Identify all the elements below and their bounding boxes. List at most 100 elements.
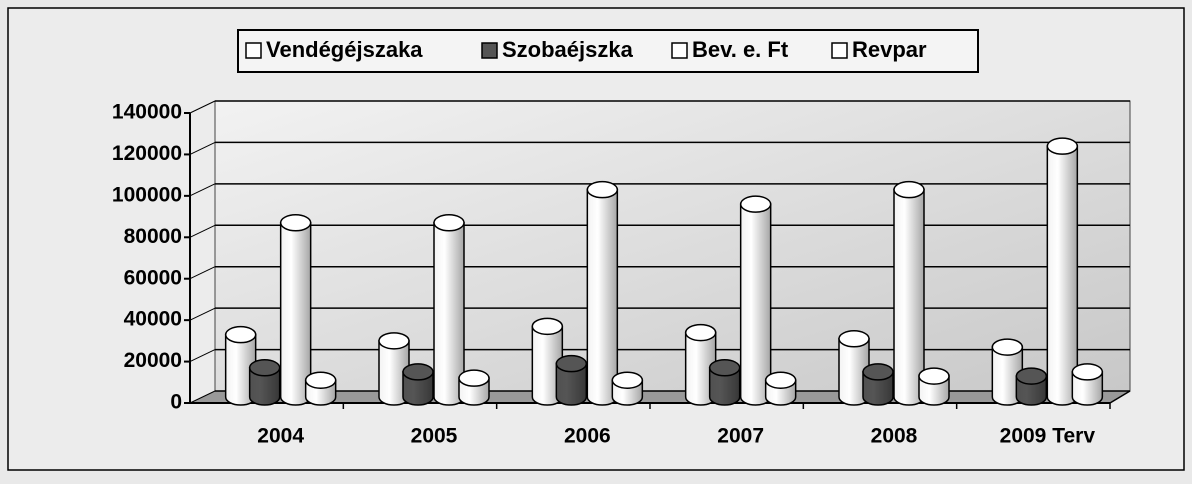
cylinder xyxy=(918,367,950,406)
x-tick-label: 2004 xyxy=(257,425,304,448)
cylinder-top xyxy=(1015,367,1048,385)
grid-line-side xyxy=(189,266,216,280)
cylinder-top xyxy=(918,367,950,385)
cylinder xyxy=(224,325,257,406)
y-tick-label: 80000 xyxy=(124,225,182,248)
cylinder-top xyxy=(611,371,644,389)
cylinder-shade xyxy=(280,222,311,405)
grid-line-side xyxy=(189,349,216,363)
cylinder-shade xyxy=(556,363,587,405)
cylinder-top xyxy=(402,363,434,381)
cylinder-shade xyxy=(434,222,464,405)
cylinder xyxy=(684,323,717,406)
legend-marker xyxy=(831,42,848,59)
cylinder-shade xyxy=(249,367,280,405)
legend-box xyxy=(237,29,979,73)
cylinder-top xyxy=(1046,137,1079,155)
y-tick-label: 140000 xyxy=(112,101,182,124)
legend-marker xyxy=(245,42,262,59)
cylinder-top xyxy=(739,195,772,213)
cylinder-shade xyxy=(1047,146,1078,405)
cylinder-shade xyxy=(225,334,256,405)
cylinder xyxy=(991,338,1024,406)
y-tick-label: 100000 xyxy=(112,183,182,206)
cylinder-shade xyxy=(709,367,740,405)
cylinder-top xyxy=(304,371,337,389)
cylinder-top xyxy=(378,332,410,350)
cylinder-top xyxy=(991,338,1024,356)
cylinder-top xyxy=(555,354,588,373)
grid-line-side xyxy=(189,224,216,238)
cylinder-shade xyxy=(587,189,618,405)
legend-label: Bev. e. Ft xyxy=(692,37,789,62)
legend-marker xyxy=(671,42,688,59)
grid-line-side xyxy=(189,100,216,114)
cylinder-top xyxy=(764,371,797,389)
grid-line-side xyxy=(189,307,216,321)
cylinder-shade xyxy=(740,204,771,405)
cylinder-shade xyxy=(863,371,893,405)
cylinder-top xyxy=(708,359,741,377)
grid-line-side xyxy=(189,183,216,197)
cylinder-shade xyxy=(685,332,716,405)
y-tick-label: 60000 xyxy=(124,266,182,289)
cylinder-top xyxy=(433,214,465,232)
grid-line-side xyxy=(189,141,216,155)
x-tick-label: 2009 Terv xyxy=(1000,425,1096,448)
cylinder-shade xyxy=(992,347,1023,405)
legend-marker xyxy=(481,42,498,59)
legend-label: Szobaéjszka xyxy=(502,37,634,62)
cylinder xyxy=(893,180,925,406)
legend-label: Vendégéjszaka xyxy=(266,37,423,62)
cylinder-top xyxy=(279,214,312,232)
legend-label: Revpar xyxy=(852,37,927,62)
cylinder xyxy=(1015,367,1048,406)
grid-line-side xyxy=(189,390,216,404)
cylinder-top xyxy=(458,369,490,387)
cylinder xyxy=(764,371,797,406)
cylinder xyxy=(739,195,772,406)
cylinder xyxy=(1071,363,1104,406)
x-tick-label: 2007 xyxy=(717,425,764,448)
cylinder xyxy=(555,354,588,406)
cylinder xyxy=(862,363,894,406)
y-tick-label: 0 xyxy=(170,391,182,414)
cylinder xyxy=(586,180,619,406)
cylinder xyxy=(1046,137,1079,406)
x-axis-end xyxy=(1109,390,1131,404)
cylinder-shade xyxy=(379,340,409,405)
cylinder-shade xyxy=(1072,371,1103,405)
cylinder-top xyxy=(684,323,717,342)
cylinder xyxy=(611,371,644,406)
cylinder-top xyxy=(224,325,257,344)
cylinder-shade xyxy=(403,371,433,405)
cylinder-shade xyxy=(839,338,869,405)
x-tick-label: 2006 xyxy=(564,425,611,448)
x-tick-label: 2008 xyxy=(871,425,918,448)
cylinder-top xyxy=(531,317,564,336)
y-tick-label: 40000 xyxy=(124,308,182,331)
cylinder xyxy=(402,363,434,406)
cylinder-top xyxy=(893,180,925,199)
y-tick-label: 20000 xyxy=(124,349,182,372)
cylinder-top xyxy=(838,330,870,348)
cylinder-shade xyxy=(894,189,924,405)
cylinder xyxy=(458,369,490,406)
cylinder-top xyxy=(862,363,894,381)
cylinder-top xyxy=(1071,363,1104,381)
cylinder xyxy=(531,317,564,406)
cylinder-top xyxy=(248,359,281,377)
cylinder xyxy=(304,371,337,406)
y-tick-label: 120000 xyxy=(112,142,182,165)
cylinder xyxy=(708,359,741,406)
cylinder xyxy=(279,214,312,406)
cylinder xyxy=(838,330,870,406)
x-tick-label: 2005 xyxy=(411,425,458,448)
cylinder-shade xyxy=(532,326,563,405)
cylinder-top xyxy=(586,180,619,199)
cylinder xyxy=(378,332,410,406)
cylinder xyxy=(248,359,281,406)
legend: Vendégéjszaka Szobaéjszka Bev. e. Ft Revpar xyxy=(245,37,927,62)
